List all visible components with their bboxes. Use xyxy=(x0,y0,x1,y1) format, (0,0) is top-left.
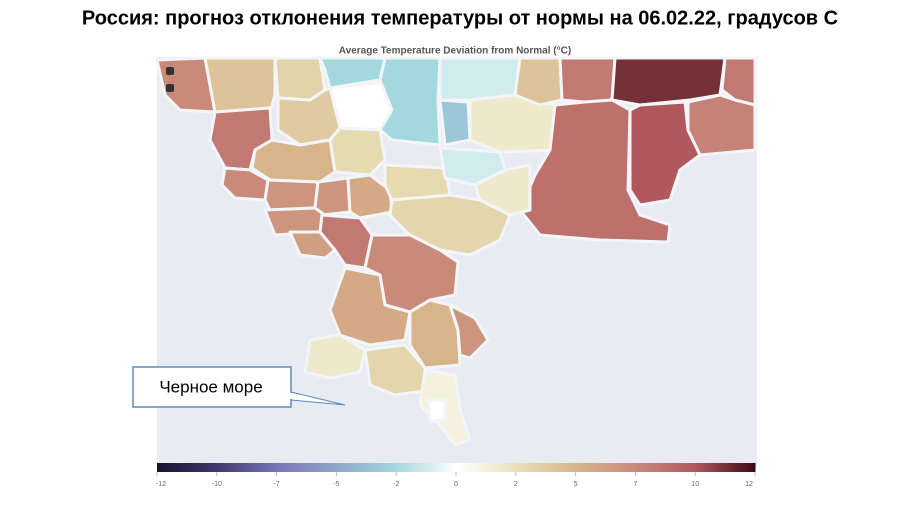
colorbar-segment xyxy=(396,463,457,472)
callout-joint xyxy=(290,393,293,399)
region[interactable] xyxy=(686,93,757,157)
region[interactable] xyxy=(628,100,702,207)
colorbar-segment xyxy=(456,463,517,472)
region[interactable] xyxy=(203,56,277,114)
region[interactable] xyxy=(426,398,447,424)
colorbar-segment xyxy=(216,463,278,472)
region[interactable] xyxy=(518,98,672,244)
region[interactable] xyxy=(513,56,564,107)
colorbar-tick-label: -2 xyxy=(393,481,399,488)
region[interactable] xyxy=(318,213,374,270)
region[interactable] xyxy=(303,333,367,380)
colorbar-tick-label: 10 xyxy=(691,481,699,488)
colorbar-tick-label: -12 xyxy=(156,481,166,488)
region[interactable] xyxy=(438,98,472,147)
colorbar-segment xyxy=(695,463,756,472)
region[interactable] xyxy=(263,178,320,212)
region[interactable] xyxy=(558,56,617,104)
colorbar-segment xyxy=(336,463,397,472)
region[interactable] xyxy=(328,266,412,347)
region[interactable] xyxy=(250,138,337,184)
colorbar-tick-label: -10 xyxy=(212,481,222,488)
colorbar-segment xyxy=(635,463,696,472)
colorbar-tick-label: 0 xyxy=(454,481,458,488)
colorbar-segment xyxy=(276,463,337,472)
region[interactable] xyxy=(313,176,352,217)
region[interactable] xyxy=(378,56,442,147)
colorbar-segment xyxy=(575,463,636,472)
callout-box xyxy=(132,366,292,408)
title: Россия: прогноз отклонения температуры о… xyxy=(82,7,838,29)
region[interactable] xyxy=(438,56,522,102)
colorbar: -12 -10 -7 -5 -2 0 2 5 7 10 12 xyxy=(156,463,756,488)
colorbar-segment xyxy=(157,463,218,472)
colorbar-tick-label: 5 xyxy=(574,481,578,488)
colorbar-tick-label: 7 xyxy=(633,481,637,488)
map-subtitle: Average Temperature Deviation from Norma… xyxy=(339,46,571,57)
zoom-out[interactable] xyxy=(166,84,174,92)
colorbar-tick-label: 2 xyxy=(514,481,518,488)
region[interactable] xyxy=(448,303,490,360)
colorbar-tick-label: -5 xyxy=(333,481,339,488)
regions xyxy=(155,56,757,447)
colorbar-tick-label: 12 xyxy=(745,481,753,488)
zoom-in[interactable] xyxy=(166,67,174,75)
region[interactable] xyxy=(328,126,387,177)
colorbar-tick-label: -7 xyxy=(273,481,279,488)
colorbar-segment xyxy=(515,463,577,472)
callout-text: Черное море xyxy=(159,377,262,396)
